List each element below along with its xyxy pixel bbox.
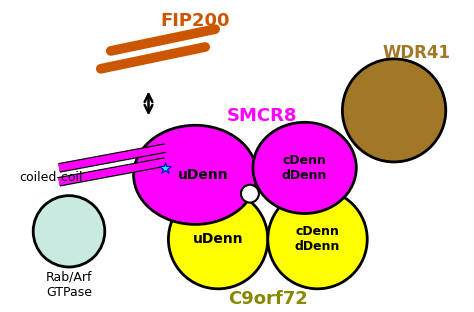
- Text: cDenn
dDenn: cDenn dDenn: [295, 225, 340, 253]
- Ellipse shape: [168, 190, 268, 289]
- Ellipse shape: [33, 196, 105, 267]
- Ellipse shape: [253, 122, 356, 213]
- Text: SMCR8: SMCR8: [227, 107, 297, 125]
- Ellipse shape: [241, 185, 259, 202]
- Text: uDenn: uDenn: [178, 168, 228, 182]
- Ellipse shape: [134, 125, 257, 224]
- Ellipse shape: [342, 59, 446, 162]
- Text: cDenn
dDenn: cDenn dDenn: [282, 154, 327, 182]
- Text: coiled-coil: coiled-coil: [19, 171, 83, 184]
- Ellipse shape: [268, 190, 367, 289]
- Text: uDenn: uDenn: [193, 232, 244, 246]
- Text: C9orf72: C9orf72: [228, 290, 308, 308]
- Text: FIP200: FIP200: [161, 12, 230, 30]
- Text: Rab/Arf
GTPase: Rab/Arf GTPase: [46, 271, 92, 299]
- Text: WDR41: WDR41: [383, 44, 451, 62]
